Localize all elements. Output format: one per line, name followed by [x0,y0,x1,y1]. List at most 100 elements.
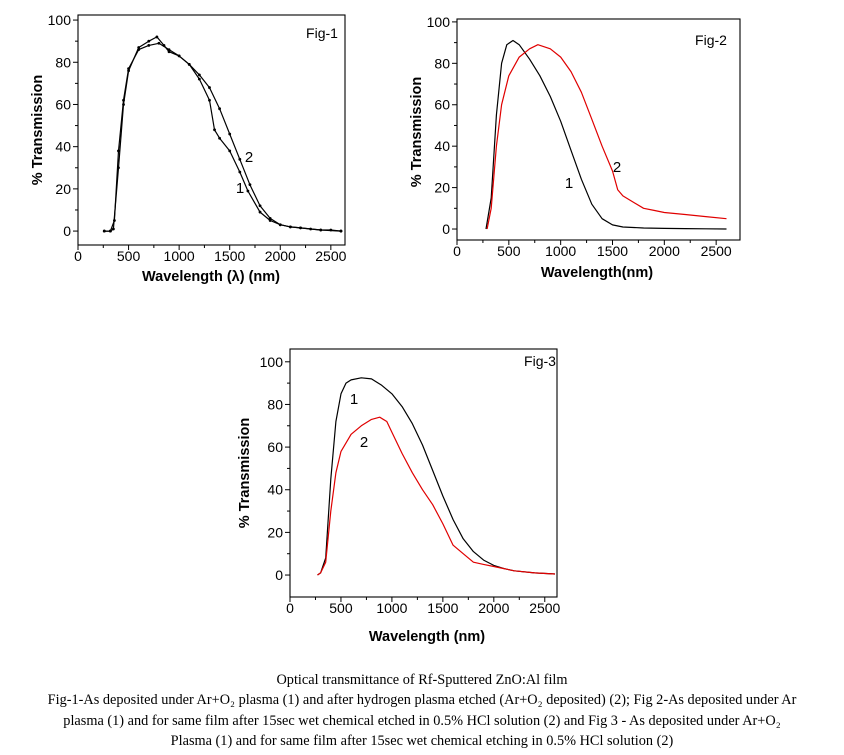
x-tick-label: 0 [453,243,461,259]
y-tick-label: 0 [442,221,450,237]
x-tick-label: 500 [497,243,521,259]
data-point-series-2 [127,67,130,70]
chart-2: 0 500 1000 1500 2000 2500 0 20 40 60 80 100 Waveleng… [409,14,741,281]
data-point-series-1 [218,136,221,140]
series-label-1: 1 [565,175,573,192]
data-point-series-2 [137,48,141,52]
y-tick-label: 20 [267,524,283,540]
data-point-series-1 [258,210,262,214]
series-line-1 [104,36,342,232]
x-tick-label: 0 [74,248,82,264]
data-point-series-2 [147,43,151,47]
y-tick-label: 100 [427,14,451,30]
caption-line: Fig-1-As deposited under Ar+O₂ plasma (1… [47,692,797,709]
y-tick-label: 20 [434,180,450,196]
y-tick-label: 80 [55,54,71,70]
series-line-1 [317,377,556,576]
x-tick-label: 0 [286,600,294,616]
data-point-series-1 [208,98,211,102]
series-line-2 [104,42,342,232]
y-tick-label: 100 [48,12,72,28]
y-tick-label: 40 [434,138,450,154]
data-point-series-2 [218,107,221,111]
data-point-series-2 [113,219,116,222]
data-point-series-2 [208,86,211,89]
x-tick-label: 500 [329,600,353,616]
charts-canvas: 0 500 1000 1500 2000 2500020406080100Waveleng… [30,12,741,645]
data-point-series-2 [187,62,191,66]
series-line-2 [317,416,556,576]
data-point-series-2 [197,73,201,77]
y-tick-label: 100 [260,354,284,370]
x-axis-title: Wavelength (λ) (nm) [142,269,280,285]
x-tick-label: 1500 [214,248,245,264]
plot-frame [289,348,558,598]
x-tick-label: 2000 [478,600,509,616]
x-axis-title: Wavelength(nm) [541,265,653,281]
y-tick-label: 40 [267,482,283,498]
y-tick-label: 0 [275,567,283,583]
data-point-series-1 [155,35,159,39]
chart-1: 0 500 1000 1500 2000 2500 0 20 40 60 80 100 Waveleng… [30,12,347,285]
data-point-series-2 [108,229,112,233]
data-point-series-2 [278,223,282,227]
data-point-series-1 [213,128,216,132]
y-tick-label: 60 [267,439,283,455]
x-tick-label: 1000 [164,248,195,264]
y-tick-label: 80 [267,396,283,412]
caption-line: plasma (1) and for same film after 15sec… [63,712,781,729]
data-point-series-1 [268,219,272,222]
caption-title: Optical transmittance of Rf-Sputtered Zn… [276,672,568,688]
x-axis-title: Wavelength (nm) [369,629,485,645]
series-line-2 [486,44,727,230]
x-tick-label: 1500 [427,600,458,616]
data-point-series-2 [228,132,232,136]
chart-3: 0 500 1000 1500 2000 2500 0 20 40 60 80 100 Waveleng… [237,348,561,645]
data-point-series-1 [197,77,201,81]
data-point-series-2 [102,229,106,233]
x-tick-label: 2500 [315,248,346,264]
x-tick-label: 2500 [529,600,560,616]
series-line-1 [485,39,727,230]
x-tick-label: 1500 [597,243,628,259]
y-axis-title: % Transmission [30,75,46,185]
x-tick-label: 500 [117,248,141,264]
series-label-2: 2 [245,149,253,166]
y-axis-title: % Transmission [409,77,425,187]
x-tick-label: 1000 [376,600,407,616]
data-point-series-1 [111,227,115,231]
figure-label: Fig-3 [524,353,556,369]
data-point-series-2 [157,41,161,45]
x-tick-label: 2500 [701,243,732,259]
y-tick-label: 80 [434,55,450,71]
data-point-series-1 [238,170,242,174]
data-point-series-1 [137,46,141,49]
figure-label: Fig-2 [695,32,727,48]
series-label-1: 1 [236,180,244,197]
data-point-series-1 [167,50,171,54]
data-point-series-2 [167,48,171,52]
y-tick-label: 60 [55,96,71,112]
figure-label: Fig-1 [306,25,338,41]
data-point-series-2 [268,217,272,220]
x-tick-label: 2000 [649,243,680,259]
data-point-series-1 [246,189,250,193]
series-label-1: 1 [350,391,358,408]
data-point-series-2 [339,229,343,233]
plot-frame [456,18,741,241]
caption-line: Plasma (1) and for same film after 15sec… [170,732,674,749]
data-point-series-2 [288,225,292,229]
x-tick-label: 1000 [545,243,576,259]
y-tick-label: 0 [63,223,71,239]
data-point-series-2 [238,157,242,161]
data-point-series-1 [228,149,232,153]
y-tick-label: 40 [55,139,71,155]
data-point-series-2 [122,98,125,102]
data-point-series-2 [177,54,181,58]
data-point-series-1 [147,39,151,43]
data-point-series-2 [248,183,252,187]
y-axis-title: % Transmission [237,418,253,528]
figure-caption: Optical transmittance of Rf-Sputtered Zn… [0,670,844,751]
series-label-2: 2 [613,159,621,176]
data-point-series-2 [319,228,323,232]
